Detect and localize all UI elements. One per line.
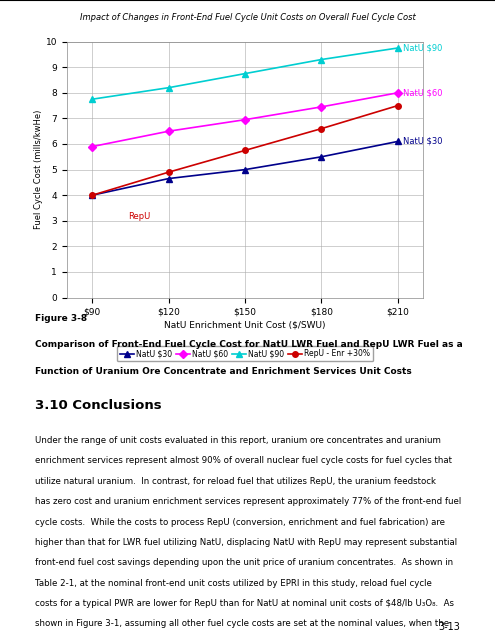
NatU $60 (318, 103, 324, 111)
Line: NatU $90: NatU $90 (90, 45, 400, 102)
Text: costs for a typical PWR are lower for RepU than for NatU at nominal unit costs o: costs for a typical PWR are lower for Re… (35, 599, 453, 608)
Line: NatU $60: NatU $60 (90, 90, 400, 149)
Text: higher than that for LWR fuel utilizing NatU, displacing NatU with RepU may repr: higher than that for LWR fuel utilizing … (35, 538, 457, 547)
NatU $30 (89, 191, 95, 199)
NatU $90 (318, 56, 324, 63)
NatU $30 (242, 166, 248, 173)
Text: NatU $30: NatU $30 (403, 137, 443, 146)
NatU $90 (89, 95, 95, 103)
NatU $30 (318, 153, 324, 161)
Text: shown in Figure 3-1, assuming all other fuel cycle costs are set at the nominal : shown in Figure 3-1, assuming all other … (35, 620, 449, 628)
Text: cycle costs.  While the costs to process RepU (conversion, enrichment and fuel f: cycle costs. While the costs to process … (35, 518, 445, 527)
Text: enrichment services represent almost 90% of overall nuclear fuel cycle costs for: enrichment services represent almost 90%… (35, 456, 451, 465)
Text: 3.10 Conclusions: 3.10 Conclusions (35, 399, 161, 412)
RepU - Enr +30% (89, 191, 95, 199)
X-axis label: NatU Enrichment Unit Cost ($/SWU): NatU Enrichment Unit Cost ($/SWU) (164, 321, 326, 330)
NatU $90 (166, 84, 172, 92)
NatU $30 (395, 138, 401, 145)
Text: Figure 3-8: Figure 3-8 (35, 314, 87, 323)
Text: NatU $90: NatU $90 (403, 44, 442, 52)
Line: NatU $30: NatU $30 (90, 139, 400, 198)
Text: Under the range of unit costs evaluated in this report, uranium ore concentrates: Under the range of unit costs evaluated … (35, 436, 441, 445)
Text: NatU $60: NatU $60 (403, 88, 443, 97)
RepU - Enr +30% (318, 125, 324, 132)
NatU $60 (242, 116, 248, 124)
NatU $90 (395, 44, 401, 52)
RepU - Enr +30% (166, 168, 172, 176)
Text: Function of Uranium Ore Concentrate and Enrichment Services Unit Costs: Function of Uranium Ore Concentrate and … (35, 367, 411, 376)
Text: Table 2-1, at the nominal front-end unit costs utilized by EPRI in this study, r: Table 2-1, at the nominal front-end unit… (35, 579, 432, 588)
NatU $90 (242, 70, 248, 77)
RepU - Enr +30% (395, 102, 401, 109)
Line: RepU - Enr +30%: RepU - Enr +30% (90, 103, 400, 198)
Text: Impact of Changes in Front-End Fuel Cycle Unit Costs on Overall Fuel Cycle Cost: Impact of Changes in Front-End Fuel Cycl… (80, 13, 415, 22)
NatU $60 (89, 143, 95, 150)
Text: utilize natural uranium.  In contrast, for reload fuel that utilizes RepU, the u: utilize natural uranium. In contrast, fo… (35, 477, 436, 486)
Text: RepU: RepU (128, 212, 150, 221)
Legend: NatU $30, NatU $60, NatU $90, RepU - Enr +30%: NatU $30, NatU $60, NatU $90, RepU - Enr… (117, 346, 373, 362)
Text: has zero cost and uranium enrichment services represent approximately 77% of the: has zero cost and uranium enrichment ser… (35, 497, 461, 506)
Text: Comparison of Front-End Fuel Cycle Cost for NatU LWR Fuel and RepU LWR Fuel as a: Comparison of Front-End Fuel Cycle Cost … (35, 340, 462, 349)
Text: front-end fuel cost savings depending upon the unit price of uranium concentrate: front-end fuel cost savings depending up… (35, 558, 453, 567)
Y-axis label: Fuel Cycle Cost (mills/kwHe): Fuel Cycle Cost (mills/kwHe) (34, 110, 43, 229)
Text: 3-13: 3-13 (439, 622, 460, 632)
NatU $30 (166, 175, 172, 182)
RepU - Enr +30% (242, 147, 248, 154)
NatU $60 (395, 89, 401, 97)
NatU $60 (166, 127, 172, 135)
